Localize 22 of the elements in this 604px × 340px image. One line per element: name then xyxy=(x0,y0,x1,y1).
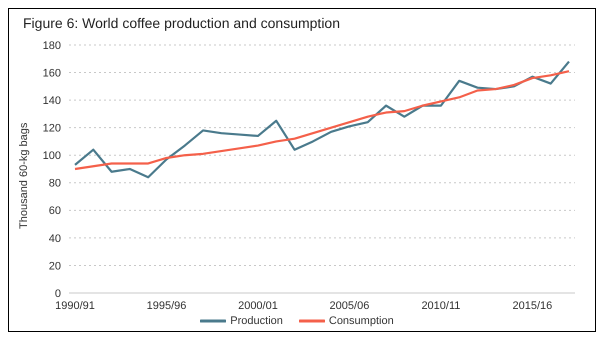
legend-label: Consumption xyxy=(328,315,394,327)
x-tick-label: 1995/96 xyxy=(146,300,186,312)
y-tick-label: 180 xyxy=(42,40,61,52)
line-series xyxy=(74,70,570,170)
y-tick-label: 20 xyxy=(48,260,61,272)
x-tick-label: 2010/11 xyxy=(421,300,460,312)
y-tick-label: 40 xyxy=(48,232,61,245)
chart-title: Figure 6: World coffee production and consumption xyxy=(23,15,340,31)
y-tick-label: 80 xyxy=(48,178,61,190)
y-axis-title: Thousand 60-kg bags xyxy=(18,122,30,229)
y-tick-label: 100 xyxy=(42,150,61,162)
legend-label: Production xyxy=(229,315,283,327)
line-series xyxy=(74,60,570,178)
y-tick-label: 120 xyxy=(42,122,61,135)
x-tick-label: 2000/01 xyxy=(238,300,278,312)
x-tick-label: 2015/16 xyxy=(512,300,552,312)
y-tick-label: 60 xyxy=(48,205,61,218)
x-tick-label: 2005/06 xyxy=(330,300,370,312)
y-tick-label: 0 xyxy=(54,288,61,300)
y-tick-label: 160 xyxy=(42,67,61,80)
y-tick-label: 140 xyxy=(42,95,61,108)
x-tick-label: 1990/91 xyxy=(55,300,95,312)
